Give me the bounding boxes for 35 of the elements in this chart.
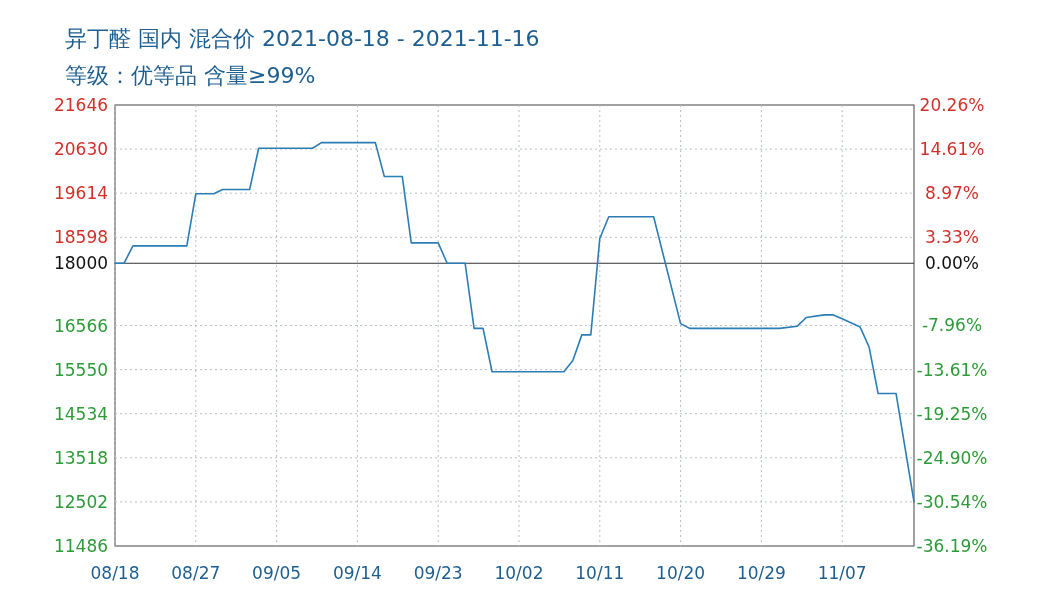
y-tick-label: 11486: [53, 536, 109, 556]
y2-tick-label: 8.97%: [924, 183, 980, 204]
y-tick-label: 18598: [53, 227, 109, 248]
x-tick-label: 09/23: [413, 563, 463, 583]
y2-tick-label: -19.25%: [916, 403, 988, 424]
y2-tick-label: 14.61%: [919, 139, 985, 160]
y-tick-label: 13518: [53, 447, 109, 468]
y-tick-label: 12502: [53, 491, 109, 512]
y2-tick-label: -30.54%: [916, 491, 988, 512]
y-tick-label: 15550: [53, 359, 109, 380]
x-tick-label: 10/20: [656, 563, 706, 583]
y2-tick-label: -24.90%: [916, 447, 988, 468]
y2-tick-label: 3.33%: [924, 227, 980, 248]
y2-tick-label: 0.00%: [924, 253, 980, 274]
x-tick-label: 10/02: [494, 563, 544, 583]
y-tick-label: 19614: [53, 183, 109, 204]
y-tick-label: 21646: [53, 95, 109, 115]
y2-tick-label: -13.61%: [916, 359, 988, 380]
x-tick-label: 10/29: [736, 563, 786, 583]
y2-tick-label: -7.96%: [921, 315, 983, 336]
chart-title: 异丁醛 国内 混合价 2021-08-18 - 2021-11-16: [65, 26, 540, 51]
x-tick-label: 09/05: [252, 563, 302, 583]
y2-tick-label: 20.26%: [919, 95, 985, 115]
y-tick-label: 14534: [53, 403, 109, 424]
y-tick-label: 16566: [53, 315, 109, 336]
y-tick-label: 18000: [53, 253, 109, 274]
x-tick-label: 08/18: [90, 563, 140, 583]
y-tick-label: 20630: [53, 139, 109, 160]
y2-tick-label: -36.19%: [916, 536, 988, 556]
x-tick-label: 10/11: [575, 563, 625, 583]
chart-subtitle: 等级：优等品 含量≥99%: [65, 63, 316, 88]
line-series: [114, 141, 915, 503]
x-tick-label: 09/14: [332, 563, 382, 583]
x-tick-label: 11/07: [817, 563, 867, 583]
x-tick-label: 08/27: [171, 563, 221, 583]
